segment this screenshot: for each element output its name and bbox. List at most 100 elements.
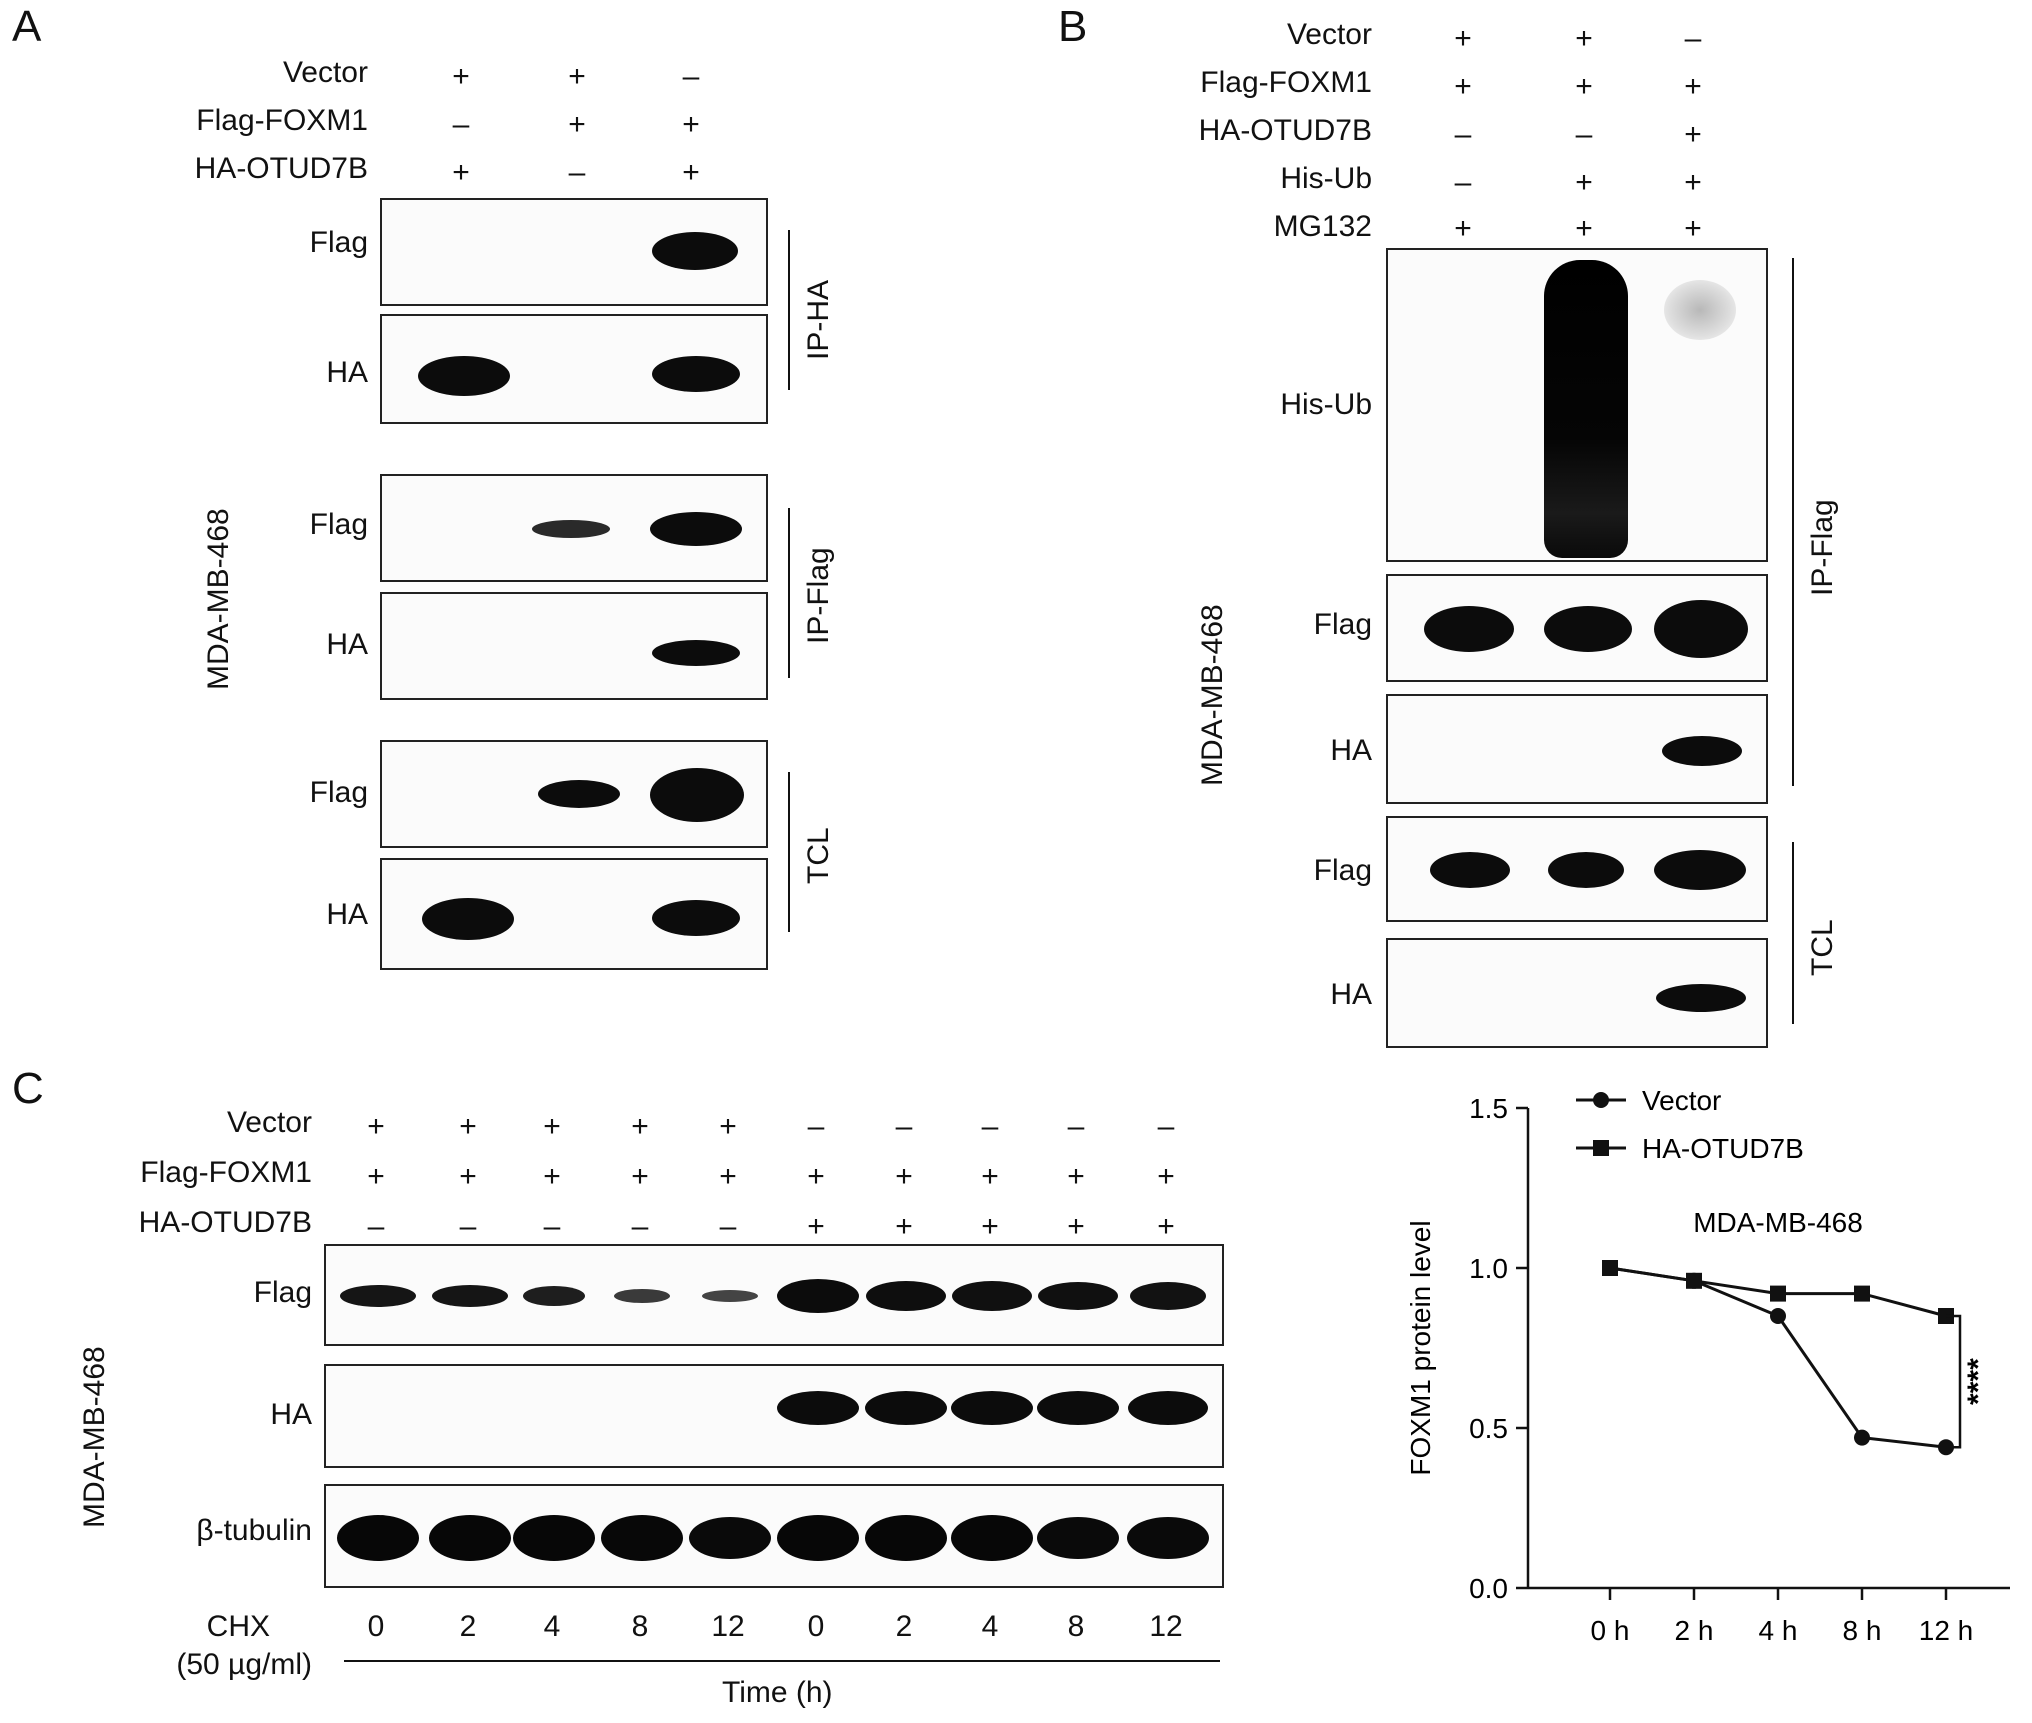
band: [532, 520, 610, 538]
panel-b-letter: B: [1058, 2, 1088, 51]
band: [422, 898, 514, 940]
chx-time-label: 12: [711, 1610, 745, 1643]
panel-c-blot-label: β-tubulin: [196, 1514, 312, 1547]
panel-a-sign: –: [452, 108, 470, 141]
panel-c-sign: –: [981, 1110, 999, 1143]
blot-c-beta-tubulin: [324, 1484, 1224, 1588]
significance-marker: ****: [1962, 1358, 1995, 1405]
panel-c-sign: +: [1157, 1160, 1175, 1193]
panel-c-sign: +: [543, 1110, 561, 1143]
panel-a-sign: +: [568, 60, 586, 93]
band: [523, 1286, 585, 1306]
x-tick-label: 2 h: [1675, 1615, 1714, 1646]
panel-c-sign: +: [719, 1160, 737, 1193]
chx-time-label: 4: [543, 1610, 561, 1643]
band: [689, 1517, 771, 1559]
band: [865, 1515, 947, 1561]
band: [951, 1391, 1033, 1425]
panel-c-sign: +: [895, 1160, 913, 1193]
band: [614, 1289, 670, 1303]
band: [652, 900, 740, 936]
ubiquitin-smear: [1664, 280, 1736, 340]
panel-c-sign: –: [895, 1110, 913, 1143]
band: [418, 356, 510, 396]
band: [513, 1515, 595, 1561]
band: [652, 640, 740, 666]
panel-b-cell-line: MDA-MB-468: [1196, 604, 1229, 786]
blot-c-ha: [324, 1364, 1224, 1468]
band: [777, 1515, 859, 1561]
panel-c-cond-label: Vector: [226, 1106, 312, 1139]
data-point: [1686, 1272, 1702, 1289]
band: [337, 1515, 419, 1561]
panel-c-sign: –: [1157, 1110, 1175, 1143]
panel-c-sign: –: [719, 1210, 737, 1243]
chx-time-label: 0: [367, 1610, 385, 1643]
panel-c-sign: +: [895, 1210, 913, 1243]
panel-c-letter: C: [12, 1064, 44, 1113]
blot-c-flag: [324, 1244, 1224, 1346]
group-label-tcl: TCL: [1806, 919, 1839, 976]
panel-a-blot-label: Flag: [309, 508, 368, 541]
group-bracket: [1792, 258, 1794, 786]
blot-a-ipha-ha: [380, 314, 768, 424]
blot-a-ipha-flag: [380, 198, 768, 306]
group-label-tcl: TCL: [802, 827, 835, 884]
chx-time-label: 8: [1067, 1610, 1085, 1643]
data-point: [1854, 1285, 1870, 1302]
panel-b-sign: +: [1684, 118, 1702, 151]
panel-a-letter: A: [12, 2, 42, 51]
band: [702, 1290, 758, 1302]
panel-b-sign: +: [1454, 22, 1472, 55]
blot-a-tcl-ha: [380, 858, 768, 970]
panel-c-sign: +: [367, 1110, 385, 1143]
chx-concentration: (50 µg/ml): [176, 1648, 312, 1681]
panel-c-sign: –: [543, 1210, 561, 1243]
group-bracket: [788, 772, 790, 932]
panel-c-cell-line: MDA-MB-468: [78, 1346, 111, 1528]
panel-a-blot-label: HA: [326, 628, 368, 661]
panel-c-cond-label: HA-OTUD7B: [138, 1206, 312, 1239]
band: [1662, 736, 1742, 766]
group-label-ip-flag: IP-Flag: [1806, 499, 1839, 596]
panel-b-sign: –: [1454, 166, 1472, 199]
panel-c-sign: +: [807, 1160, 825, 1193]
panel-b-sign: –: [1454, 118, 1472, 151]
band: [777, 1391, 859, 1425]
panel-c-sign: –: [1067, 1110, 1085, 1143]
panel-b-cond-label: Flag-FOXM1: [1200, 66, 1372, 99]
panel-b-sign: +: [1454, 70, 1472, 103]
data-point: [1770, 1308, 1786, 1324]
chx-time-label: 8: [631, 1610, 649, 1643]
y-tick-label: 0.5: [1469, 1413, 1508, 1444]
panel-b-blot-label: Flag: [1313, 854, 1372, 887]
x-tick-label: 4 h: [1759, 1615, 1798, 1646]
band: [340, 1285, 416, 1307]
panel-b-sign: –: [1684, 22, 1702, 55]
panel-b-cond-label: His-Ub: [1280, 162, 1372, 195]
data-point: [1770, 1285, 1786, 1302]
panel-c-sign: +: [981, 1210, 999, 1243]
chx-time-label: 2: [459, 1610, 477, 1643]
panel-a-sign: +: [452, 156, 470, 189]
band: [432, 1285, 508, 1307]
legend-marker: [1593, 1140, 1609, 1156]
panel-a-cond-vector: Vector: [282, 56, 368, 89]
panel-a-blot-label: HA: [326, 898, 368, 931]
panel-c-sign: +: [981, 1160, 999, 1193]
x-tick-label: 0 h: [1591, 1615, 1630, 1646]
band: [1038, 1282, 1118, 1310]
group-bracket: [788, 508, 790, 678]
panel-a-blot-label: Flag: [309, 226, 368, 259]
band: [1656, 984, 1746, 1012]
panel-b-cond-label: Vector: [1286, 18, 1372, 51]
panel-c-sign: +: [1067, 1160, 1085, 1193]
panel-a-cell-line: MDA-MB-468: [202, 508, 235, 690]
band: [1127, 1517, 1209, 1559]
time-axis-line: [344, 1660, 1220, 1662]
legend-marker: [1593, 1092, 1609, 1108]
panel-c-sign: +: [459, 1160, 477, 1193]
band: [1544, 606, 1632, 652]
panel-a-sign: –: [568, 156, 586, 189]
time-axis-label: Time (h): [722, 1676, 833, 1709]
